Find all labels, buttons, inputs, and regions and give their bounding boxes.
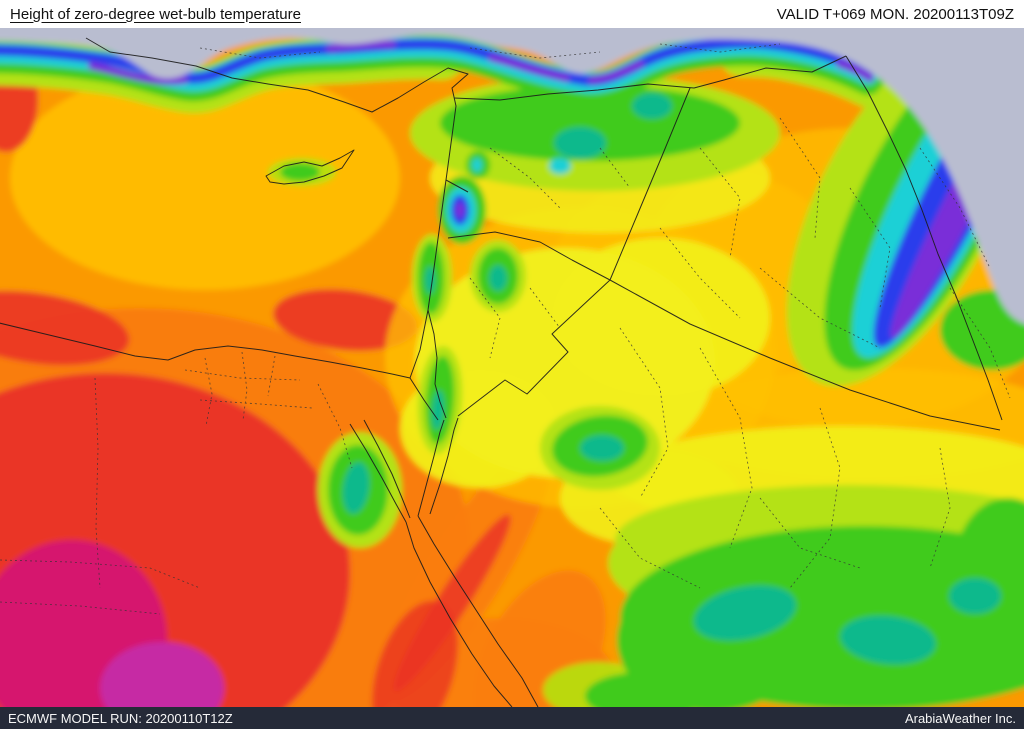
brand-label: ArabiaWeather Inc. xyxy=(904,710,1016,726)
model-run-label: ECMWF MODEL RUN: 20200110T12Z xyxy=(8,710,233,726)
coastline xyxy=(0,37,469,379)
contour-field-layer xyxy=(0,28,1024,707)
footer-bar: ECMWF MODEL RUN: 20200110T12Z ArabiaWeat… xyxy=(0,707,1024,729)
saudi-admin-lines xyxy=(599,327,951,589)
borders-layer xyxy=(0,37,1003,707)
admin-borders-dotted xyxy=(0,43,1011,615)
weather-map xyxy=(0,28,1024,707)
header-bar: Height of zero-degree wet-bulb temperatu… xyxy=(0,0,1024,28)
valid-time-label: VALID T+069 MON. 20200113T09Z xyxy=(776,5,1014,23)
egypt-admin-lines xyxy=(0,351,353,615)
terrain-gray-area xyxy=(0,28,1024,324)
misc-admin-lines xyxy=(199,43,1011,399)
map-area xyxy=(0,28,1024,707)
map-title: Height of zero-degree wet-bulb temperatu… xyxy=(10,5,301,23)
cyprus-outline xyxy=(265,149,355,185)
sinai-redsea-coastline xyxy=(349,417,539,707)
country-borders xyxy=(409,55,1003,431)
